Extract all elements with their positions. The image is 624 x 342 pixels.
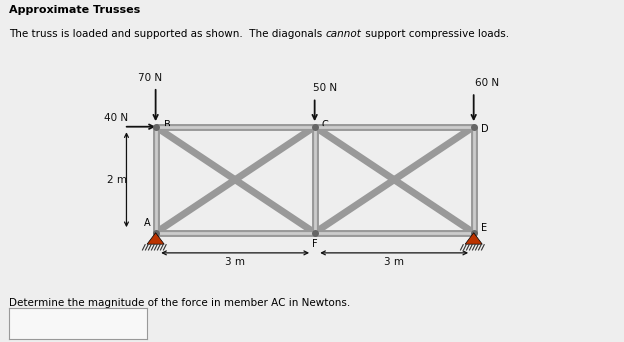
Text: cannot: cannot xyxy=(326,29,362,39)
Polygon shape xyxy=(147,233,164,244)
Text: A: A xyxy=(144,219,151,228)
Text: Approximate Trusses: Approximate Trusses xyxy=(9,5,140,15)
Text: 70 N: 70 N xyxy=(139,73,162,83)
Text: 60 N: 60 N xyxy=(475,78,499,88)
Text: Determine the magnitude of the force in member AC in Newtons.: Determine the magnitude of the force in … xyxy=(9,298,351,307)
Text: F: F xyxy=(312,239,318,249)
Text: 3 m: 3 m xyxy=(384,258,404,267)
Text: D: D xyxy=(480,124,488,134)
Text: 2 m: 2 m xyxy=(107,175,127,185)
Text: C: C xyxy=(321,120,328,130)
Text: 3 m: 3 m xyxy=(225,258,245,267)
Text: E: E xyxy=(480,223,487,234)
Text: The truss is loaded and supported as shown.  The diagonals: The truss is loaded and supported as sho… xyxy=(9,29,326,39)
Text: support compressive loads.: support compressive loads. xyxy=(362,29,509,39)
Text: 50 N: 50 N xyxy=(313,83,338,93)
Text: B: B xyxy=(164,120,171,130)
Polygon shape xyxy=(465,233,482,244)
Text: 40 N: 40 N xyxy=(104,113,128,123)
